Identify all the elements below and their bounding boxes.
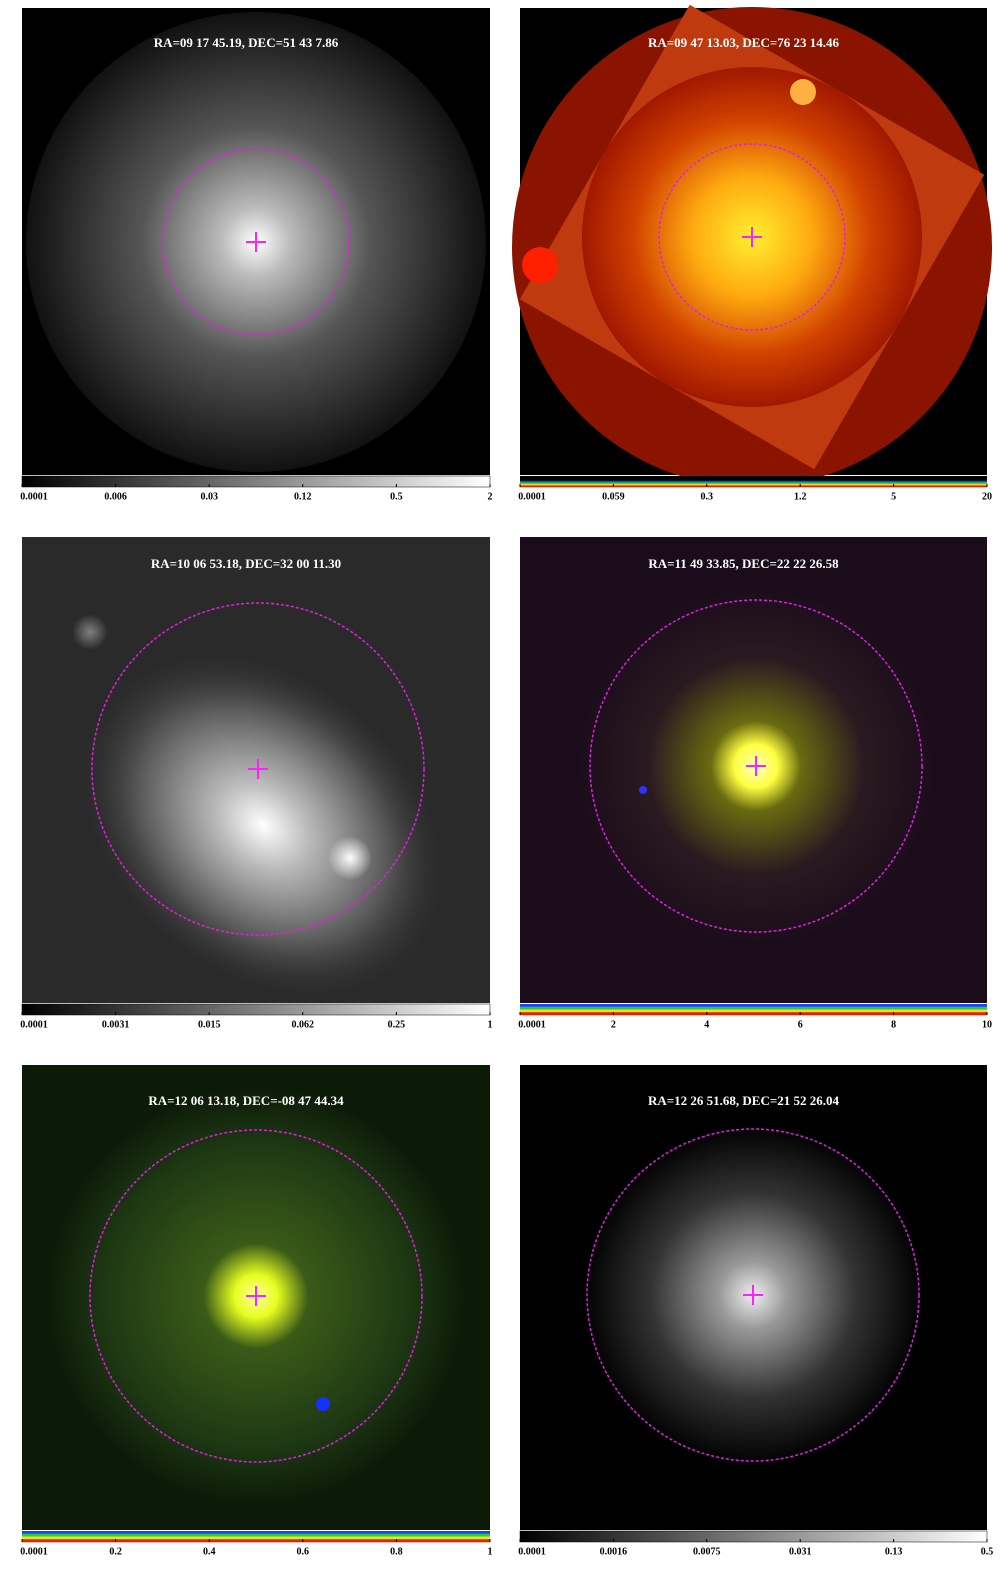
colorbar-tick-label: 0.2	[109, 1546, 122, 1557]
panel: RA=11 49 33.85, DEC=22 22 26.58 0.0001 2 4 6…	[518, 537, 992, 1030]
colorbar-tick-label: 6	[798, 1019, 803, 1030]
colorbar-tick-label: 1	[488, 1019, 493, 1030]
colorbar-tick-label: 0.015	[198, 1019, 221, 1030]
colorbar	[22, 476, 490, 487]
colorbar	[22, 1004, 490, 1015]
colorbar-band	[22, 1534, 490, 1537]
source	[72, 614, 108, 650]
colorbar-tick-label: 0.0001	[518, 491, 546, 502]
colorbar-tick-label: 0.12	[294, 491, 312, 502]
colorbar-tick-label: 0.4	[203, 1546, 216, 1557]
panel-title: RA=10 06 53.18, DEC=32 00 11.30	[151, 556, 341, 571]
colorbar-tick-label: 5	[891, 491, 896, 502]
colorbar-tick-label: 0.8	[390, 1546, 403, 1557]
colorbar-band	[22, 1537, 490, 1540]
colorbar-tick-label: 0.0001	[20, 1546, 48, 1557]
colorbar-tick-label: 0.3	[701, 491, 714, 502]
colorbar-tick-label: 0.0001	[20, 491, 48, 502]
colorbar-tick-label: 1	[488, 1546, 493, 1557]
colorbar-band	[520, 1012, 987, 1015]
colorbar-tick-label: 0.006	[104, 491, 127, 502]
colorbar-band	[520, 1007, 987, 1010]
source	[522, 247, 558, 283]
colorbar-tick-label: 2	[488, 491, 493, 502]
colorbar-band	[520, 485, 987, 487]
colorbar	[520, 1531, 987, 1542]
colorbar-tick-label: 4	[704, 1019, 709, 1030]
colorbar-tick-label: 10	[982, 1019, 992, 1030]
colorbar-band	[22, 1531, 490, 1534]
colorbar-tick-label: 0.0001	[518, 1546, 546, 1557]
panel-title: RA=11 49 33.85, DEC=22 22 26.58	[648, 556, 839, 571]
colorbar-tick-label: 0.031	[789, 1546, 812, 1557]
colorbar-tick-label: 0.5	[981, 1546, 994, 1557]
colorbar-tick-label: 0.03	[200, 491, 218, 502]
colorbar-tick-label: 0.13	[885, 1546, 903, 1557]
colorbar-band	[520, 1004, 987, 1007]
panel: RA=09 47 13.03, DEC=76 23 14.46 0.0001 0.0…	[512, 5, 992, 503]
source	[328, 836, 372, 880]
colorbar-band	[520, 1010, 987, 1013]
colorbar-tick-label: 0.0001	[20, 1019, 48, 1030]
panel-title: RA=12 26 51.68, DEC=21 52 26.04	[648, 1093, 840, 1108]
panel-title: RA=12 06 13.18, DEC=-08 47 44.34	[148, 1093, 344, 1108]
panel: RA=09 17 45.19, DEC=51 43 7.86 0.0001 0.00…	[20, 8, 492, 502]
colorbar-tick-label: 1.2	[794, 491, 807, 502]
colorbar-band	[22, 1539, 490, 1542]
source	[639, 786, 647, 794]
colorbar-tick-label: 0.0001	[518, 1019, 546, 1030]
colorbar-tick-label: 2	[611, 1019, 616, 1030]
panel: RA=12 06 13.18, DEC=-08 47 44.34 0.0001 0.…	[20, 1065, 492, 1557]
colorbar-tick-label: 0.5	[390, 491, 403, 502]
figure: RA=09 17 45.19, DEC=51 43 7.86 0.0001 0.00…	[0, 0, 1002, 1581]
colorbar-tick-label: 20	[982, 491, 992, 502]
colorbar-tick-label: 0.0031	[102, 1019, 130, 1030]
colorbar-tick-label: 0.25	[388, 1019, 406, 1030]
colorbar-tick-label: 0.6	[297, 1546, 310, 1557]
panel: RA=12 26 51.68, DEC=21 52 26.04 0.0001 0.0…	[518, 1065, 993, 1557]
panel: RA=10 06 53.18, DEC=32 00 11.30 0.0001 0.0…	[13, 537, 512, 1069]
panel-title: RA=09 47 13.03, DEC=76 23 14.46	[648, 35, 840, 50]
colorbar-tick-label: 0.0075	[693, 1546, 721, 1557]
source	[316, 1397, 330, 1411]
colorbar-tick-label: 0.059	[602, 491, 625, 502]
panel-title: RA=09 17 45.19, DEC=51 43 7.86	[154, 35, 339, 50]
source	[790, 79, 816, 105]
colorbar-tick-label: 0.062	[292, 1019, 315, 1030]
colorbar-tick-label: 8	[891, 1019, 896, 1030]
colorbar-tick-label: 0.0016	[600, 1546, 628, 1557]
